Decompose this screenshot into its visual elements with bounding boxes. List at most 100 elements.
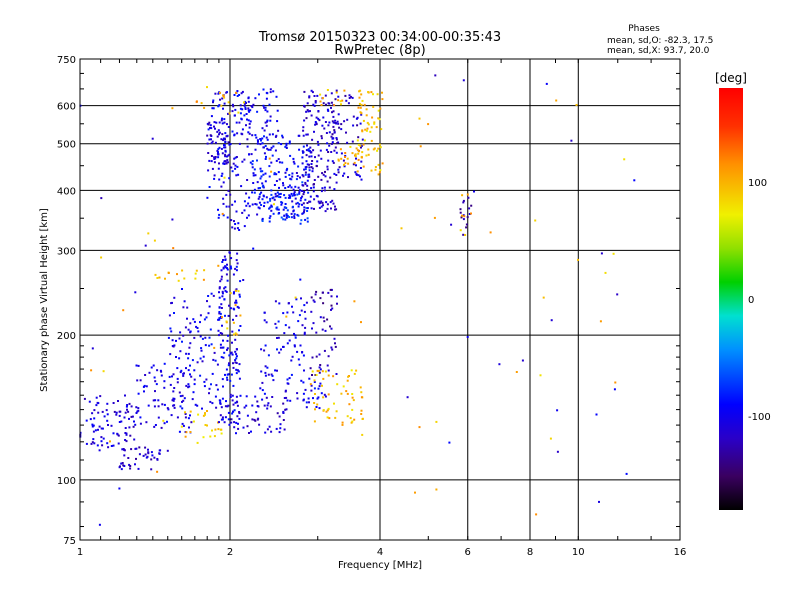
data-point: [310, 166, 313, 169]
data-point: [276, 369, 278, 372]
data-point: [190, 375, 193, 378]
data-point: [211, 402, 214, 405]
data-point: [335, 174, 338, 176]
data-point: [360, 321, 362, 324]
data-point: [137, 364, 140, 367]
data-point: [203, 106, 206, 109]
data-point: [225, 320, 228, 323]
data-point: [302, 129, 305, 132]
data-point: [230, 373, 233, 376]
data-point: [465, 226, 468, 229]
data-point: [178, 337, 181, 340]
data-point: [288, 174, 291, 176]
data-point: [360, 391, 363, 394]
data-point: [257, 187, 260, 190]
data-point: [236, 262, 239, 265]
data-point: [277, 158, 280, 161]
data-point: [378, 171, 381, 174]
data-point: [278, 302, 281, 305]
data-point: [208, 121, 211, 124]
data-point: [435, 420, 438, 423]
data-point: [305, 401, 308, 404]
data-point: [249, 109, 252, 112]
data-point: [154, 380, 157, 383]
data-point: [240, 118, 243, 121]
data-point: [208, 344, 211, 347]
data-point: [184, 326, 187, 329]
data-point: [357, 136, 360, 139]
data-point: [308, 95, 311, 98]
data-point: [256, 142, 259, 145]
data-point: [290, 359, 293, 362]
data-point: [269, 91, 272, 94]
data-point: [272, 212, 275, 215]
data-point: [226, 216, 229, 219]
data-point: [202, 355, 205, 358]
data-point: [238, 121, 241, 124]
data-point: [265, 196, 268, 199]
data-point: [235, 357, 238, 360]
data-point: [225, 368, 228, 371]
data-point: [220, 307, 223, 309]
data-point: [202, 278, 205, 281]
data-point: [218, 286, 221, 289]
data-point: [370, 91, 373, 94]
data-point: [85, 442, 88, 445]
data-point: [278, 351, 281, 354]
data-point: [463, 215, 466, 218]
data-point: [227, 404, 230, 407]
data-point: [257, 197, 260, 200]
data-point: [322, 116, 325, 119]
data-point: [314, 374, 317, 376]
data-point: [324, 170, 326, 173]
data-point: [208, 305, 211, 308]
data-point: [331, 120, 334, 123]
data-point: [317, 117, 320, 120]
data-point: [276, 120, 279, 123]
data-point: [355, 164, 357, 167]
data-point: [270, 189, 273, 192]
data-points: [79, 74, 636, 526]
data-point: [99, 395, 102, 398]
data-point: [263, 135, 265, 138]
data-point: [328, 186, 331, 189]
data-point: [575, 104, 578, 106]
data-point: [307, 148, 310, 151]
data-point: [353, 372, 356, 375]
data-point: [577, 258, 579, 261]
data-point: [248, 132, 251, 135]
data-point: [241, 160, 244, 163]
data-point: [229, 265, 232, 268]
x-tick-label: 8: [527, 547, 533, 558]
data-point: [133, 420, 135, 423]
data-point: [319, 297, 322, 300]
data-point: [252, 247, 255, 250]
data-point: [316, 140, 319, 143]
data-point: [235, 210, 238, 213]
data-point: [231, 341, 233, 344]
data-point: [309, 110, 311, 113]
data-point: [208, 336, 211, 339]
data-point: [171, 399, 174, 402]
data-point: [367, 91, 370, 93]
data-point: [323, 127, 326, 130]
data-point: [535, 513, 538, 516]
data-point: [275, 173, 278, 176]
y-tick-label: 300: [57, 246, 76, 257]
data-point: [98, 523, 101, 526]
data-point: [262, 194, 265, 197]
x-tick-label: 16: [674, 547, 687, 558]
data-point: [265, 124, 268, 127]
data-point: [278, 161, 281, 164]
data-point: [246, 118, 248, 121]
data-point: [238, 94, 241, 96]
data-point: [89, 418, 92, 421]
data-point: [370, 126, 373, 129]
data-point: [282, 402, 285, 405]
data-point: [293, 217, 296, 219]
data-point: [450, 223, 453, 226]
data-point: [268, 175, 271, 178]
data-point: [273, 172, 276, 175]
data-point: [350, 421, 353, 424]
